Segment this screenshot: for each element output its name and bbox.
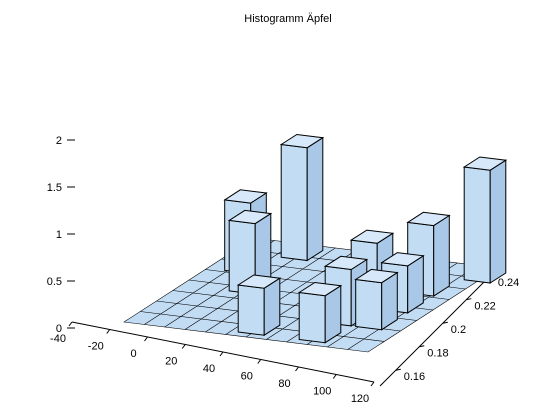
y-tick-mark: [442, 321, 448, 324]
bar-top-face: [323, 255, 369, 271]
x-tick-label: 20: [165, 356, 177, 368]
bar-side-face: [489, 159, 507, 284]
x-tick-mark: [219, 351, 224, 357]
x-tick-mark: [332, 374, 337, 379]
z-tick-label: 2: [56, 135, 62, 147]
y-tick-mark: [395, 368, 401, 371]
bar-top-face: [297, 281, 343, 297]
y-tick-label: 0.2: [451, 324, 466, 336]
x-tick-label: 120: [351, 393, 369, 405]
bar-front-face: [298, 291, 326, 344]
y-tick-label: 0.16: [404, 371, 425, 383]
x-tick-label: 40: [203, 363, 215, 375]
histogram-bar: [297, 281, 343, 344]
z-tick-label: 1.5: [47, 182, 62, 194]
y-tick-label: 0.22: [474, 301, 495, 313]
y-tick-mark: [466, 298, 472, 301]
chart-title: Histogramm Äpfel: [244, 13, 331, 25]
x-tick-label: -40: [50, 333, 66, 345]
bar-top-face: [380, 252, 425, 267]
bar-top-face: [223, 189, 268, 204]
z-tick-label: 0: [56, 323, 62, 335]
histogram-bar: [462, 156, 508, 284]
z-tick-label: 1: [56, 229, 62, 241]
bar-top-face: [236, 274, 282, 289]
bar-front-face: [237, 284, 265, 336]
bars: [223, 133, 508, 344]
y-tick-mark: [419, 345, 425, 348]
x-tick-label: -20: [88, 341, 104, 353]
x-tick-mark: [144, 336, 148, 342]
x-tick-label: 60: [241, 371, 253, 383]
x-tick-mark: [68, 321, 73, 327]
bar-top-face: [227, 209, 273, 225]
x-tick-label: 100: [313, 386, 331, 398]
y-axis: [379, 265, 501, 387]
bar-top-face: [406, 211, 451, 227]
histogram-bar: [227, 209, 273, 296]
y-tick-label: 0.18: [427, 348, 448, 360]
bar-top-face: [462, 156, 508, 171]
bar-top-face: [279, 133, 325, 149]
bar-top-face: [354, 268, 399, 284]
x-tick-label: 0: [130, 348, 136, 360]
z-tick-label: 0.5: [47, 276, 62, 288]
x-tick-mark: [257, 359, 262, 364]
bar-front-face: [280, 143, 308, 262]
y-tick-label: 0.24: [498, 277, 519, 289]
bar-top-face: [349, 229, 395, 244]
histogram-bar: [236, 274, 282, 337]
bar-side-face: [306, 136, 324, 262]
x-tick-mark: [106, 329, 111, 334]
histogram-bar: [354, 268, 399, 331]
axes: -40-200204060801001200.160.180.20.220.24…: [47, 135, 520, 405]
x-tick-mark: [295, 366, 299, 372]
bar-front-face: [463, 166, 491, 284]
x-tick-mark: [370, 381, 375, 387]
x-tick-mark: [181, 344, 186, 349]
bar-front-face: [355, 278, 383, 331]
histogram-bar: [279, 133, 325, 262]
x-tick-label: 80: [278, 378, 290, 390]
bar-side-face: [433, 214, 450, 298]
